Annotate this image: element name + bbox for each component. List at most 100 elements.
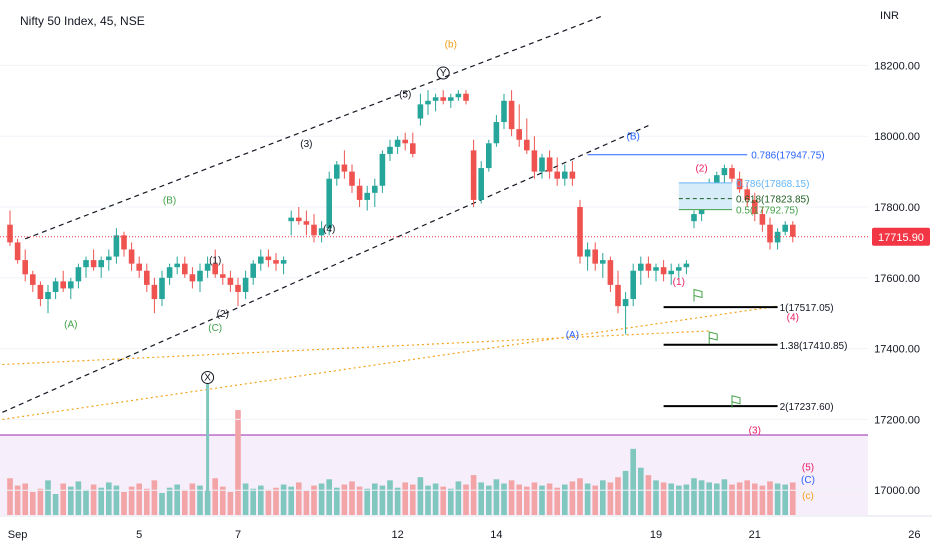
volume-bar [577, 478, 583, 515]
candle-body [752, 199, 758, 215]
volume-bar [774, 483, 781, 515]
volume-bar [174, 484, 180, 515]
candle-body [250, 263, 256, 278]
candle-body [288, 217, 294, 222]
candle-body [182, 263, 188, 275]
candle-body [197, 270, 203, 282]
orange-trendline-1 [2, 305, 778, 421]
candle-body [729, 168, 735, 179]
wave-label: (5) [802, 463, 814, 474]
time-axis[interactable]: Sep 5 7 12 14 19 21 26 [0, 515, 932, 541]
wave-label: (b) [445, 40, 457, 51]
volume-bar [744, 480, 750, 515]
volume-bar [212, 478, 218, 515]
volume-bar [698, 480, 705, 515]
volume-bar [106, 482, 112, 515]
volume-bar [501, 483, 507, 515]
wave-labels: (b) Y (5) (3) (B) (4) (1) (2) (A) (C) X (B) (2) (1) (A… [64, 40, 815, 502]
wave-label: (B) [627, 132, 640, 143]
candle-body [356, 185, 363, 200]
volume-bar [121, 491, 127, 515]
flag-icon [731, 395, 741, 408]
candle-body [736, 178, 743, 190]
candle-body [37, 284, 44, 300]
price-tick-label: 17800.00 [874, 202, 920, 214]
candle-body [280, 260, 287, 264]
volume-bar [470, 475, 477, 515]
candle-body [220, 274, 226, 278]
candle-body [227, 277, 234, 285]
volume-bar [37, 488, 44, 515]
volume-bar [136, 483, 142, 515]
volume-bar [326, 479, 332, 515]
volume-bar [638, 467, 644, 515]
candle-body [98, 260, 104, 268]
volume-bar [691, 478, 697, 515]
volume-bar [440, 486, 446, 515]
volume-bar [83, 489, 89, 515]
fib-label: 0.786(17868.15) [736, 179, 809, 190]
wave-label: (4) [323, 224, 335, 235]
candle-body [60, 281, 66, 289]
candle-body [676, 267, 682, 271]
volume-bar [600, 480, 606, 515]
volume-bar [189, 483, 196, 515]
candle-body [83, 260, 89, 268]
volume-bar [516, 484, 522, 515]
candle-body [470, 150, 477, 200]
volume-bar [782, 484, 788, 515]
volume-bar [493, 479, 500, 515]
price-axis[interactable]: 17000.00 17200.00 17400.00 17600.00 17800.00… [872, 60, 930, 497]
candle-body [151, 284, 158, 300]
price-tick-label: 18000.00 [874, 131, 920, 143]
candle-body [455, 93, 462, 98]
candle-body [303, 221, 310, 225]
candle-body [425, 100, 431, 105]
candle-body [159, 277, 165, 300]
volume-bar [531, 482, 538, 515]
volume-bar [280, 484, 287, 515]
candle-body [615, 284, 621, 307]
volume-bar [554, 487, 560, 515]
candle-body [166, 267, 173, 278]
candle-body [387, 146, 393, 154]
volume-bar [387, 480, 393, 515]
last-price-label: 17715.90 [878, 232, 924, 244]
volume-bar [258, 485, 264, 515]
volume-bar [645, 475, 652, 515]
candle-body [341, 164, 348, 172]
fib-label: 0.5(17792.75) [736, 206, 798, 217]
trendlines [2, 15, 778, 421]
candle-body [311, 224, 317, 236]
time-tick-label: 5 [136, 529, 142, 541]
candle-body [486, 143, 492, 169]
candle-body [546, 157, 553, 172]
volume-bar [524, 486, 530, 515]
candle-body [714, 175, 720, 186]
volume-bar [486, 485, 492, 515]
candle-body [402, 139, 408, 144]
candle-body [68, 281, 74, 289]
volume-bar [220, 486, 226, 515]
candle-body [128, 249, 135, 264]
candle-body [235, 284, 241, 292]
candle-body [174, 263, 180, 268]
volume-bar [45, 480, 51, 515]
volume-bar [113, 485, 120, 515]
volume-bar [128, 486, 135, 515]
volume-bar [622, 470, 629, 515]
volume-bar [159, 492, 165, 515]
candle-body [767, 224, 773, 243]
candle-body [759, 214, 766, 225]
wave-label: (2) [695, 164, 707, 175]
volume-bar [752, 483, 758, 515]
volume-bar [432, 483, 439, 515]
last-price-badge [872, 227, 930, 246]
candle-body [334, 164, 340, 179]
candlesticks [7, 90, 796, 335]
volume-bar [288, 486, 294, 515]
volume-bar [75, 481, 82, 515]
extension-label: 1.38(17410.85) [780, 341, 848, 352]
candle-body [478, 168, 484, 200]
